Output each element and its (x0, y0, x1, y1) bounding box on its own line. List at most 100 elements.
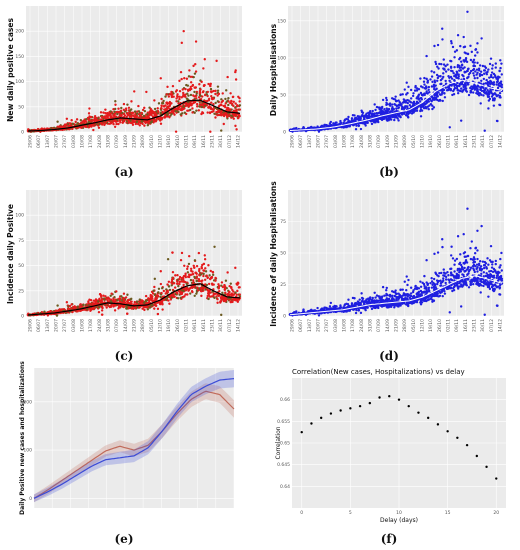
data-point (100, 115, 104, 119)
data-point (125, 307, 128, 310)
data-point (384, 109, 387, 113)
data-point (94, 298, 98, 301)
data-point (385, 96, 388, 100)
data-point (212, 294, 215, 297)
data-point (189, 278, 193, 282)
data-point (171, 251, 174, 254)
data-point (130, 302, 133, 306)
data-point (107, 297, 110, 300)
data-point (165, 93, 168, 96)
x-tick-label: 21/09 (132, 319, 138, 332)
data-point (89, 119, 92, 122)
x-tick-label: 24/08 (97, 135, 103, 148)
data-point (431, 107, 434, 111)
data-point (238, 108, 242, 111)
x-tick-label: 05/10 (149, 319, 155, 332)
data-point (114, 300, 117, 303)
x-tick-label: 07/12 (227, 319, 233, 332)
data-point (472, 74, 476, 77)
x-tick-label: 27/07 (62, 319, 68, 332)
x-tick-label: 07/12 (489, 135, 495, 148)
data-point (76, 122, 79, 125)
data-point (362, 115, 366, 119)
data-point (208, 111, 212, 115)
x-tick-label: 28/09 (402, 135, 408, 148)
data-point (223, 286, 227, 290)
data-point (194, 86, 197, 89)
data-point (144, 294, 148, 298)
data-point (456, 64, 460, 67)
data-point (198, 267, 201, 271)
data-point (456, 65, 459, 69)
data-point (408, 104, 412, 107)
data-point (191, 272, 195, 276)
data-point (100, 309, 104, 312)
data-point (216, 94, 219, 97)
data-point (202, 102, 205, 106)
data-point (71, 122, 75, 125)
data-point (347, 115, 350, 119)
x-tick-label: 09/11 (192, 135, 198, 148)
data-point (464, 87, 468, 90)
data-point (168, 295, 172, 299)
data-point (206, 90, 210, 94)
data-point (220, 313, 223, 317)
data-point (234, 266, 237, 270)
data-point (438, 272, 441, 275)
data-point (494, 62, 497, 65)
y-tick-label: 200 (15, 29, 24, 35)
data-point (185, 77, 189, 80)
data-point (405, 93, 408, 96)
data-point (362, 122, 366, 125)
data-point (177, 105, 181, 109)
data-point (444, 86, 448, 89)
data-point (131, 121, 134, 124)
data-point (43, 310, 46, 314)
data-point (65, 117, 69, 120)
data-point (389, 116, 392, 120)
data-point (113, 110, 116, 113)
data-point (171, 276, 175, 280)
data-point (456, 34, 460, 37)
data-point (238, 100, 241, 103)
data-point (476, 76, 479, 80)
panel-b-trend-line (289, 79, 503, 131)
data-point (97, 126, 101, 130)
data-point (230, 116, 233, 119)
data-point (168, 116, 171, 119)
data-point (431, 98, 435, 101)
x-tick-label: 29/06 (290, 135, 296, 148)
data-point (425, 77, 428, 81)
data-point (444, 64, 447, 68)
data-point (464, 58, 467, 62)
data-point (499, 66, 502, 70)
data-point (142, 301, 146, 305)
data-point (346, 121, 349, 124)
data-point (443, 96, 447, 99)
data-point (425, 102, 428, 105)
data-point (79, 125, 83, 129)
data-point (184, 87, 187, 91)
data-point (494, 262, 497, 266)
data-point (122, 305, 125, 309)
data-point (481, 260, 485, 263)
data-point (234, 70, 237, 74)
data-point (476, 42, 479, 45)
data-point (476, 257, 479, 261)
data-point (232, 113, 236, 116)
data-point (460, 63, 464, 66)
data-point (385, 117, 388, 121)
x-tick-label: 12/10 (158, 135, 164, 148)
data-point (409, 88, 413, 92)
data-point (146, 124, 150, 127)
data-point (117, 307, 120, 310)
data-point (237, 116, 240, 120)
data-point (68, 122, 72, 125)
x-tick-label: 19/10 (166, 319, 172, 332)
data-point (419, 97, 422, 100)
data-point (204, 267, 207, 270)
data-point (415, 107, 418, 110)
data-point (164, 298, 168, 301)
data-point (462, 85, 465, 89)
data-point (135, 114, 138, 118)
